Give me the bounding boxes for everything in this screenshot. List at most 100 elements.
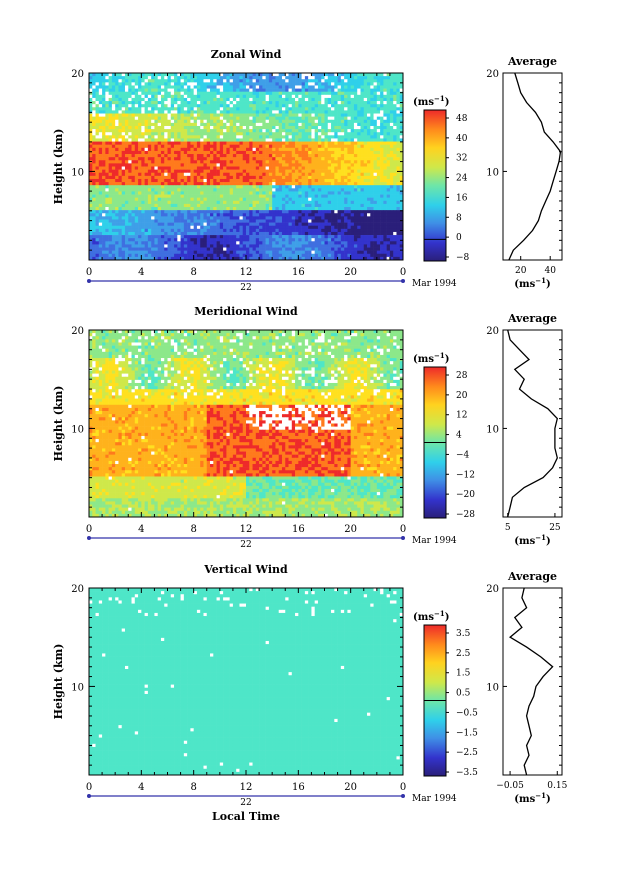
heatmap-cell [285,85,289,89]
heatmap-cell [219,76,224,80]
heatmap-cell [367,175,371,180]
heatmap-cell [249,166,253,170]
heatmap-cell [376,213,381,217]
heatmap-cell [187,210,191,214]
heatmap-cell [167,228,172,233]
heatmap-cell [206,194,211,198]
heatmap-cell [157,88,162,92]
heatmap-cell [268,76,273,80]
heatmap-cell [370,216,374,220]
heatmap-cell [399,172,404,177]
heatmap-cell [180,225,185,230]
heatmap-cell [239,82,244,86]
heatmap-cell [367,200,371,205]
heatmap-cell [301,125,306,130]
heatmap-cell [360,85,365,89]
heatmap-cell [246,185,250,189]
heatmap-cell [301,178,306,183]
heatmap-cell [350,172,355,177]
heatmap-cell [285,203,289,208]
heatmap-cell [311,97,315,102]
heatmap-cell [393,172,397,177]
heatmap-cell [340,194,345,198]
heatmap-cell [180,219,185,223]
heatmap-cell [160,138,165,142]
heatmap-cell [249,76,253,80]
heatmap-cell [102,132,106,136]
heatmap-cell [196,222,201,227]
heatmap-cell [206,175,211,180]
heatmap-cell [223,231,227,236]
heatmap-cell [160,222,165,227]
heatmap-cell [128,107,132,111]
heatmap-cell [193,200,198,205]
heatmap-cell [291,119,296,124]
heatmap-cell [373,97,378,102]
heatmap-cell [170,85,175,89]
heatmap-cell [281,191,286,195]
heatmap-cell [203,219,208,223]
heatmap-cell [111,88,116,92]
heatmap-cell [317,194,322,198]
heatmap-cell [376,79,381,83]
heatmap-cell [95,125,100,130]
heatmap-cell [239,110,244,114]
heatmap-cell [128,203,132,208]
heatmap-cell [167,188,172,192]
heatmap-cell [363,150,368,155]
heatmap-cell [308,160,312,164]
heatmap-cell [164,169,168,174]
heatmap-cell [255,116,260,121]
heatmap-cell [219,200,224,205]
heatmap-cell [314,110,319,114]
heatmap-cell [190,101,194,105]
heatmap-cell [203,76,208,80]
heatmap-cell [177,141,181,145]
heatmap-cell [268,107,273,111]
heatmap-cell [353,110,358,114]
heatmap-cell [360,207,365,211]
heatmap-cell [102,154,106,158]
heatmap-cell [151,122,155,127]
heatmap-cell [262,94,266,99]
heatmap-cell [144,150,149,155]
heatmap-cell [246,166,250,170]
heatmap-cell [128,228,132,233]
heatmap-cell [272,88,276,92]
heatmap-cell [131,228,136,233]
heatmap-cell [295,178,299,183]
heatmap-cell [275,191,280,195]
heatmap-cell [229,182,234,186]
heatmap-cell [373,216,378,220]
heatmap-cell [183,197,188,202]
heatmap-cell [232,172,237,177]
heatmap-cell [383,207,387,211]
heatmap-cell [232,73,237,77]
heatmap-cell [367,207,371,211]
heatmap-cell [160,132,165,136]
heatmap-cell [236,141,240,145]
heatmap-cell [252,207,257,211]
heatmap-cell [102,76,106,80]
heatmap-cell [210,110,214,114]
heatmap-cell [147,129,152,133]
heatmap-cell [190,222,194,227]
heatmap-cell [347,154,351,158]
heatmap-cell [311,203,315,208]
heatmap-cell [89,76,93,80]
heatmap-cell [167,88,172,92]
heatmap-cell [206,172,211,177]
heatmap-cell [164,160,168,164]
heatmap-cell [200,160,204,164]
heatmap-cell [288,188,293,192]
heatmap-cell [174,144,178,149]
heatmap-cell [219,147,224,152]
heatmap-cell [393,157,397,161]
heatmap-cell [190,88,194,92]
heatmap-cell [275,182,280,186]
heatmap-cell [360,157,365,161]
heatmap-cell [272,185,276,189]
heatmap-cell [249,116,253,121]
heatmap-cell [141,197,145,202]
heatmap-cell [340,138,345,142]
